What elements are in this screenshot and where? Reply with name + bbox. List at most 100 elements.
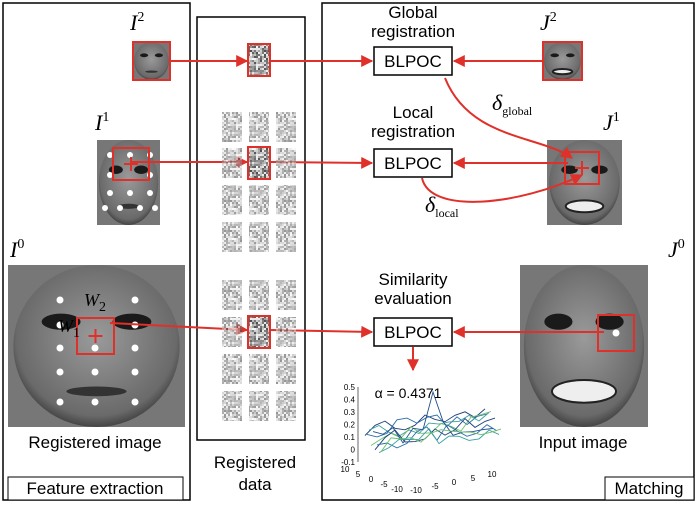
x-tick-label: 0 [369, 475, 374, 484]
image-label: I2 [129, 10, 144, 35]
data-patch [276, 317, 296, 347]
block-label: BLPOC [384, 323, 442, 342]
feature-point [127, 190, 133, 196]
x-tick-label: -5 [380, 480, 388, 489]
data-patch [249, 185, 269, 215]
label-sup: 1 [613, 110, 620, 125]
feature-point [92, 369, 99, 376]
eye [544, 314, 572, 330]
data-patch [276, 222, 296, 252]
z-tick-label: 0.5 [344, 383, 356, 392]
label-sup: 1 [102, 110, 109, 125]
data-patch [249, 148, 269, 178]
panel-label: Matching [615, 479, 684, 498]
feature-point [147, 190, 153, 196]
y-tick-label: -5 [431, 482, 439, 491]
eye [134, 166, 148, 175]
z-tick-label: 0.2 [344, 421, 356, 430]
data-patch [222, 354, 242, 384]
eye [140, 53, 148, 57]
z-tick-label: 0.4 [344, 396, 356, 405]
caption: data [238, 475, 272, 494]
stage-title: registration [371, 122, 455, 141]
data-patch [249, 354, 269, 384]
data-patch [249, 45, 269, 75]
y-tick-label: 10 [488, 470, 497, 479]
feature-point [57, 399, 64, 406]
label-sup: 2 [550, 10, 557, 25]
data-patch [222, 280, 242, 310]
label-sub: 2 [99, 300, 106, 315]
stage-title: evaluation [374, 289, 452, 308]
feature-point [132, 369, 139, 376]
y-tick-label: -10 [410, 486, 422, 495]
block-label: BLPOC [384, 52, 442, 71]
diagram: Feature extraction Matching Registered i… [0, 0, 697, 505]
feature-point [132, 297, 139, 304]
data-patch [222, 112, 242, 142]
y-tick-label: 5 [471, 474, 476, 483]
data-patch [249, 317, 269, 347]
caption: Registered [214, 453, 296, 472]
image-label: I1 [94, 110, 109, 135]
data-patch [276, 391, 296, 421]
feature-point [57, 345, 64, 352]
label-sup: 0 [17, 237, 24, 252]
feature-point [92, 345, 99, 352]
image-label: I0 [9, 237, 24, 262]
face [134, 42, 169, 80]
x-tick-label: 10 [341, 465, 350, 474]
x-tick-label: 5 [356, 470, 361, 479]
caption: Input image [539, 433, 628, 452]
stage-title: Similarity [379, 270, 448, 289]
data-patch [276, 112, 296, 142]
x-tick-label: -10 [391, 485, 403, 494]
plot-annotation: α = 0.4371 [375, 385, 442, 401]
eye [561, 166, 578, 175]
mouth [66, 387, 126, 397]
mouth [552, 380, 616, 403]
panel-label: Feature extraction [26, 479, 163, 498]
mouth [566, 200, 604, 212]
feature-point [102, 205, 108, 211]
feature-point [107, 190, 113, 196]
data-patch [222, 391, 242, 421]
image-label: J1 [603, 110, 620, 135]
mouth [553, 69, 573, 74]
stage-title: Global [388, 3, 437, 22]
feature-point [132, 399, 139, 406]
data-patch [222, 185, 242, 215]
label-sub: 1 [73, 326, 80, 341]
z-tick-label: 0.3 [344, 408, 356, 417]
data-patch [222, 148, 242, 178]
feature-point [57, 297, 64, 304]
eye [566, 53, 575, 57]
label-sub: global [502, 104, 533, 118]
label-sup: 0 [678, 237, 685, 252]
z-tick-label: 0 [351, 446, 356, 455]
data-patch [249, 391, 269, 421]
feature-point [137, 205, 143, 211]
image-label: J2 [540, 10, 557, 35]
feature-point [613, 330, 620, 337]
eye [112, 314, 151, 330]
data-patch [276, 354, 296, 384]
feature-point [117, 205, 123, 211]
data-patch [249, 222, 269, 252]
eye [155, 53, 163, 57]
data-patch [222, 222, 242, 252]
feature-point [132, 345, 139, 352]
caption: Registered image [28, 433, 161, 452]
data-patch [249, 280, 269, 310]
data-patch [276, 280, 296, 310]
delta-label: δglobal [492, 90, 533, 118]
block-label: BLPOC [384, 154, 442, 173]
eye [596, 314, 624, 330]
delta-label: δlocal [425, 192, 459, 220]
data-patch [249, 112, 269, 142]
label-sup: 2 [137, 10, 144, 25]
z-tick-label: 0.1 [344, 433, 356, 442]
y-tick-label: 0 [452, 478, 457, 487]
data-patch [276, 185, 296, 215]
feature-point [92, 399, 99, 406]
